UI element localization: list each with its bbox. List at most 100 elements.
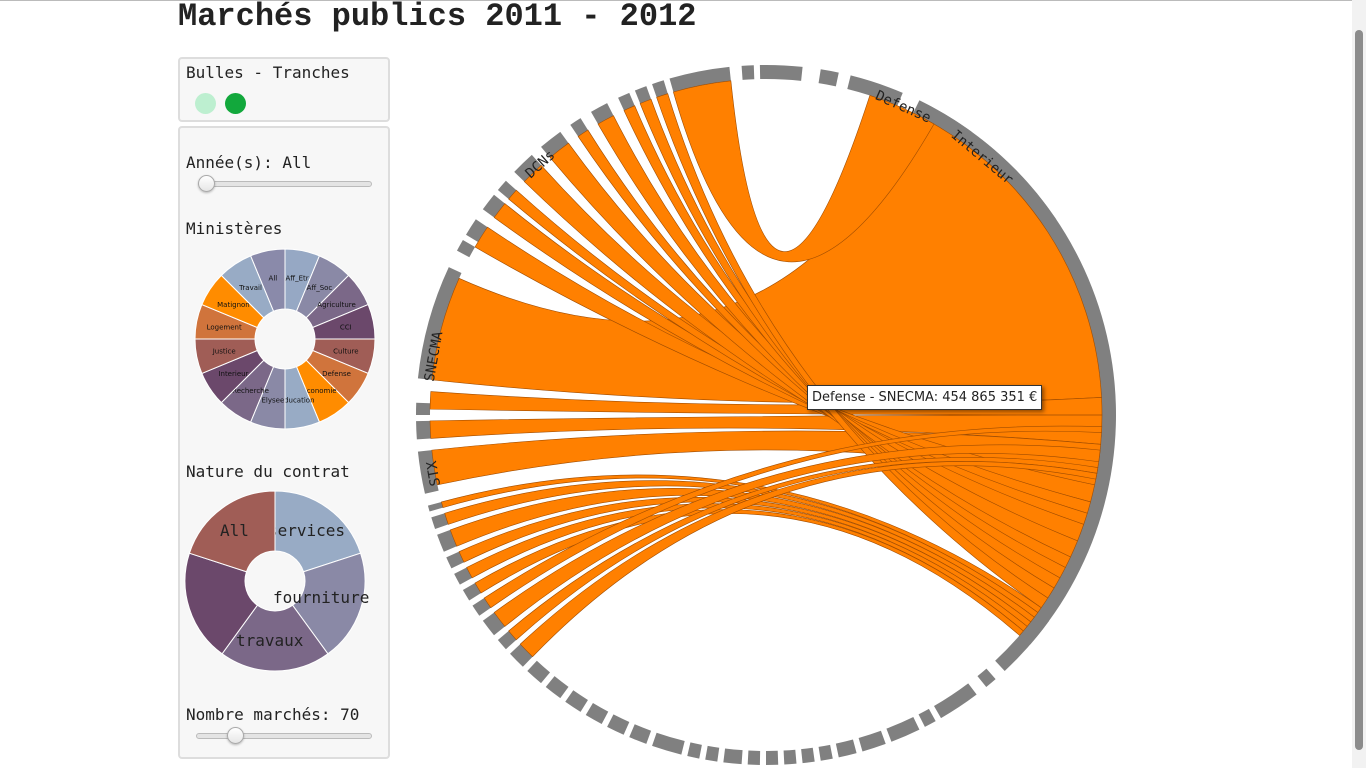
chord-group-arc[interactable] — [417, 450, 439, 494]
chord-group-arc[interactable] — [446, 551, 465, 569]
chord-group-arc[interactable] — [497, 630, 517, 650]
chord-group-arc[interactable] — [497, 180, 517, 200]
chord-group-arc[interactable] — [783, 749, 797, 765]
nombre-slider[interactable] — [196, 733, 372, 739]
chord-ribbon[interactable] — [483, 425, 1103, 609]
chord-group-arc[interactable] — [527, 660, 551, 684]
chord-ribbon[interactable] — [493, 444, 1101, 627]
chord-ribbon[interactable] — [508, 456, 1099, 641]
bubble-light-toggle[interactable] — [195, 93, 216, 114]
nombre-label: Nombre marchés: 70 — [186, 705, 360, 724]
chord-ribbon[interactable] — [444, 480, 1039, 618]
chord-group-arc[interactable] — [705, 745, 720, 762]
chord-group-arc[interactable] — [687, 742, 702, 759]
chord-group-arc[interactable] — [545, 676, 569, 699]
nature-label-services: services — [268, 521, 345, 540]
nature-label: Nature du contrat — [186, 462, 350, 481]
chord-ribbon[interactable] — [577, 129, 1071, 568]
chord-group-arc[interactable] — [417, 267, 462, 380]
chord-group-arc[interactable] — [416, 402, 431, 415]
chord-group-arc[interactable] — [858, 730, 886, 752]
chord-group-arc[interactable] — [723, 748, 743, 765]
chord-ribbon[interactable] — [523, 164, 1085, 542]
nature-slice-travaux[interactable] — [221, 604, 329, 672]
chord-group-arc[interactable] — [591, 103, 614, 125]
chord-ribbon[interactable] — [508, 189, 1088, 525]
chord-group-arc[interactable] — [913, 100, 1116, 645]
chord-ribbon[interactable] — [519, 461, 1098, 658]
chord-group-arc-interieur[interactable] — [972, 139, 1057, 228]
ministere-label-agriculture: Agriculture — [317, 301, 356, 309]
chord-ribbon[interactable] — [549, 142, 1078, 558]
chord-group-arc[interactable] — [585, 703, 609, 725]
scrollbar-thumb[interactable] — [1355, 30, 1363, 750]
nature-slice-All[interactable] — [188, 490, 276, 573]
chord-group-arc[interactable] — [918, 708, 936, 727]
chord-ribbon[interactable] — [639, 98, 1055, 599]
chord-group-arc[interactable] — [570, 118, 588, 137]
chord-group-arc[interactable] — [607, 714, 630, 735]
chord-group-arc[interactable] — [847, 75, 903, 106]
chord-group-arc[interactable] — [747, 750, 761, 765]
nature-slice-unnamed[interactable] — [184, 552, 259, 655]
ministere-label-matignon: Matignon — [217, 301, 250, 309]
chord-group-arc[interactable] — [618, 92, 635, 111]
chord-group-arc[interactable] — [669, 66, 731, 93]
chord-group-arc[interactable] — [482, 612, 505, 636]
chord-group-arc[interactable] — [886, 716, 920, 742]
top-border — [0, 0, 1366, 1]
chord-group-arc[interactable] — [437, 529, 457, 552]
chord-group-arc[interactable] — [818, 69, 839, 87]
chord-ribbon[interactable] — [431, 115, 1102, 404]
chord-group-arc[interactable] — [427, 501, 444, 512]
chord-ribbon[interactable] — [429, 414, 1103, 445]
chord-group-arc[interactable] — [741, 65, 755, 80]
chord-ribbon[interactable] — [441, 474, 1042, 613]
nombre-slider-handle[interactable] — [227, 727, 244, 744]
chord-group-arc[interactable] — [454, 567, 473, 585]
ministere-label-interieur: Interieur — [218, 370, 248, 378]
chord-group-arc[interactable] — [766, 750, 779, 765]
chord-group-arc[interactable] — [514, 154, 542, 182]
chord-ribbon[interactable] — [673, 80, 935, 263]
bubbles-label: Bulles - Tranches — [186, 63, 350, 82]
ministere-label-elysee: Elysee — [262, 396, 285, 404]
chord-ribbon[interactable] — [597, 115, 1066, 579]
chord-group-arc[interactable] — [462, 583, 482, 601]
chord-ribbon[interactable] — [656, 93, 1049, 609]
chord-group-arc[interactable] — [456, 240, 476, 258]
ministere-label-recherche: Recherche — [232, 387, 269, 395]
chord-ribbon[interactable] — [493, 203, 1091, 514]
chord-group-arc[interactable] — [634, 86, 652, 104]
chord-group-arc[interactable] — [431, 513, 449, 529]
chord-group-arc[interactable] — [510, 644, 533, 667]
nature-donut: services fourniture travaux All — [184, 490, 369, 672]
chord-tooltip: Defense - SNECMA: 454 865 351 € — [807, 385, 1043, 410]
chord-ribbon[interactable] — [623, 105, 1061, 589]
chord-group-arc[interactable] — [465, 219, 488, 242]
chord-ribbon[interactable] — [474, 226, 1096, 503]
chord-group-arc[interactable] — [541, 131, 569, 158]
chord-group-arc[interactable] — [472, 597, 491, 616]
chord-group-arc[interactable] — [416, 420, 431, 440]
nature-slice-fourniture[interactable] — [291, 552, 366, 655]
vertical-scrollbar[interactable] — [1352, 0, 1366, 768]
nature-slice-services[interactable] — [274, 490, 362, 573]
chord-group-arc[interactable] — [629, 724, 652, 744]
chord-group-arc[interactable] — [818, 744, 833, 761]
bubble-dark-toggle[interactable] — [225, 93, 246, 114]
chord-group-arc[interactable] — [565, 690, 588, 712]
ministere-label-justice: Justice — [212, 348, 236, 356]
chord-group-arc[interactable] — [977, 668, 996, 688]
annee-slider[interactable] — [198, 181, 372, 187]
chord-group-arc[interactable] — [652, 732, 685, 755]
chord-group-arc[interactable] — [801, 747, 815, 764]
ministere-slice-travail[interactable] — [220, 255, 275, 319]
chord-group-arc[interactable] — [934, 683, 977, 719]
chord-group-arc[interactable] — [759, 64, 803, 81]
chord-group-arc[interactable] — [482, 194, 505, 218]
annee-slider-handle[interactable] — [198, 175, 215, 192]
ministere-label-aff_etr: Aff_Etr — [286, 275, 309, 283]
chord-group-arc[interactable] — [835, 739, 857, 758]
chord-group-arc[interactable] — [652, 80, 668, 98]
